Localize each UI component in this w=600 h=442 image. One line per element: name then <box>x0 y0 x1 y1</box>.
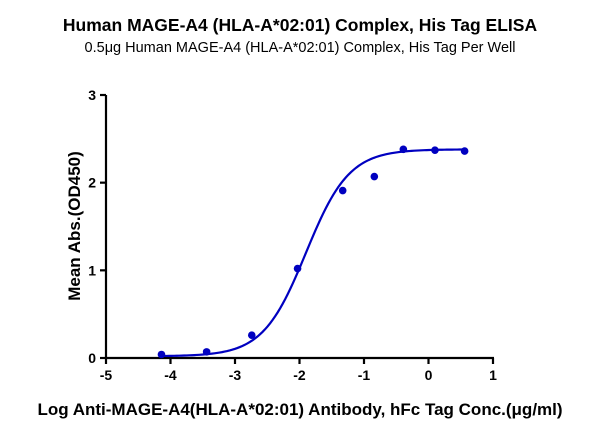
data-point <box>247 331 256 340</box>
x-tick-label: -1 <box>358 367 371 383</box>
x-tick-label: -3 <box>229 367 242 383</box>
x-axis-label: Log Anti-MAGE-A4(HLA-A*02:01) Antibody, … <box>37 400 563 419</box>
data-point <box>431 146 439 155</box>
data-point <box>157 350 166 359</box>
chart-subtitle: 0.5μg Human MAGE-A4 (HLA-A*02:01) Comple… <box>84 40 516 56</box>
x-tick-label: 1 <box>489 367 497 383</box>
y-axis-label: Mean Abs.(OD450) <box>65 151 84 301</box>
y-tick-label: 0 <box>88 350 96 366</box>
data-point <box>293 264 302 273</box>
y-tick-label: 2 <box>88 175 96 191</box>
x-tick-label: 0 <box>425 367 433 383</box>
data-points <box>157 145 469 359</box>
x-tick-label: -5 <box>100 367 113 383</box>
data-point <box>338 186 347 195</box>
y-tick-label: 3 <box>88 87 96 103</box>
data-point <box>202 348 211 356</box>
axes: -5 -4 -3 -2 -1 0 1 0 1 2 3 <box>88 87 497 383</box>
fit-curve <box>161 148 465 358</box>
x-tick-label: -2 <box>293 367 306 383</box>
data-point <box>399 145 408 154</box>
x-tick-label: -4 <box>164 367 177 383</box>
data-point <box>370 172 379 181</box>
y-tick-label: 1 <box>88 262 96 278</box>
chart-title: Human MAGE-A4 (HLA-A*02:01) Complex, His… <box>62 15 538 35</box>
data-point <box>460 147 469 155</box>
